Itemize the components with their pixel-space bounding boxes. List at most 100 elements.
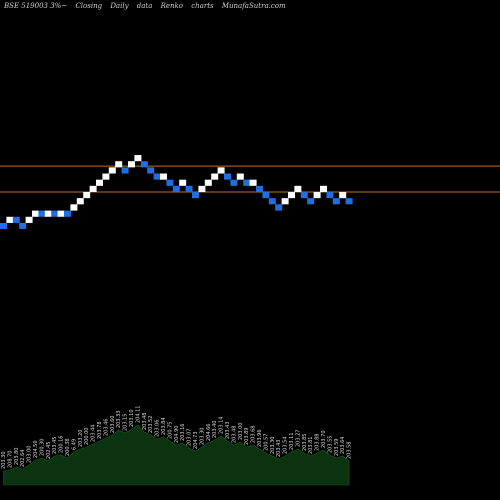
volume-area (3, 424, 350, 486)
renko-brick-51-up (320, 185, 327, 192)
chart-title-separator: ~ (61, 2, 68, 10)
renko-brick-29-up (179, 179, 187, 186)
renko-brick-11-down (64, 210, 71, 217)
volume-label-43: 203.30 (270, 437, 276, 455)
renko-brick-6-up (32, 210, 39, 217)
volume-label-18: 203.60 (110, 416, 116, 434)
volume-label-7: 200.30 (39, 439, 45, 457)
renko-brick-23-down (140, 161, 148, 168)
renko-brick-36-down (224, 173, 231, 180)
volume-area-path (3, 424, 350, 486)
renko-brick-41-down (256, 185, 263, 192)
renko-brick-20-down (121, 167, 129, 174)
volume-label-42: 200.57 (263, 434, 269, 452)
volume-label-16: 203.78 (97, 422, 103, 440)
renko-brick-43-down (268, 198, 276, 205)
renko-brick-1-down (0, 222, 7, 229)
renko-brick-18-up (108, 167, 116, 174)
renko-brick-14-up (83, 192, 91, 199)
volume-labels: 203.30 208.70 203.80 202.64 203.00 204.50 200.… (1, 406, 353, 470)
renko-brick-45-up (281, 198, 289, 205)
chart-title-part-renko: Renko (160, 2, 184, 10)
volume-label-55: 203.58 (347, 442, 353, 460)
renko-brick-28-down (172, 185, 180, 192)
chart-title-part-site: MunafaSutra.com (221, 2, 286, 10)
chart-title-part-daily: Daily (110, 2, 129, 10)
renko-brick-3-down (12, 216, 20, 223)
volume-label-54: 203.64 (340, 437, 346, 455)
volume-label-39: 203.89 (244, 428, 250, 446)
renko-brick-34-up (211, 173, 219, 180)
volume-label-4: 202.64 (20, 450, 26, 468)
renko-brick-26-up (160, 173, 167, 180)
chart-title: BSE 519003 3%~ Closing Daily data Renko … (4, 2, 292, 10)
volume-label-2: 208.70 (7, 451, 13, 469)
volume-label-10: 200.16 (59, 436, 65, 454)
renko-brick-2-up (6, 216, 14, 223)
volume-label-34: 203.40 (212, 421, 218, 439)
level-lines (0, 165, 500, 193)
renko-brick-22-up (134, 155, 142, 162)
volume-label-12: 6.49 (71, 439, 77, 450)
volume-label-40: 203.68 (251, 426, 257, 444)
volume-label-19: 203.33 (116, 411, 122, 429)
volume-label-48: 203.85 (302, 434, 308, 452)
renko-brick-15-up (89, 185, 97, 192)
volume-label-45: 203.54 (283, 437, 289, 455)
volume-label-8: 202.45 (46, 442, 52, 460)
volume-label-33: 204.66 (206, 424, 212, 442)
renko-brick-5-up (25, 216, 33, 223)
volume-label-9: 203.45 (52, 437, 58, 455)
renko-brick-47-up (294, 185, 302, 192)
volume-label-15: 203.44 (91, 425, 97, 443)
renko-brick-33-up (204, 179, 212, 186)
renko-brick-52-down (326, 192, 334, 199)
renko-brick-40-up (249, 179, 257, 186)
renko-brick-46-up (288, 192, 295, 199)
renko-brick-9-down (51, 210, 59, 217)
volume-label-29: 203.16 (180, 424, 186, 442)
renko-brick-21-up (128, 161, 135, 168)
chart-symbol: BSE 519003 3% (4, 2, 62, 10)
volume-label-13: 203.20 (78, 430, 84, 448)
renko-brick-42-down (262, 192, 270, 199)
renko-brick-53-down (332, 198, 340, 205)
volume-label-21: 203.10 (129, 410, 135, 428)
renko-brick-37-down (230, 179, 238, 186)
renko-brick-13-up (76, 198, 84, 205)
volume-label-31: 204.73 (193, 432, 199, 450)
volume-label-14: 200.00 (84, 428, 90, 446)
volume-label-44: 203.43 (276, 440, 282, 458)
volume-label-27: 200.75 (167, 422, 173, 440)
volume-label-24: 203.52 (148, 416, 154, 434)
renko-brick-4-down (19, 222, 27, 229)
renko-brick-12-up (70, 204, 78, 211)
renko-brick-8-up (44, 210, 52, 217)
renko-brick-50-up (313, 192, 321, 199)
volume-label-47: 203.27 (295, 430, 301, 448)
renko-brick-25-down (153, 173, 161, 180)
renko-brick-55-down (345, 198, 353, 205)
renko-brick-27-down (166, 179, 174, 186)
volume-label-37: 203.48 (231, 426, 237, 444)
renko-brick-19-up (115, 161, 123, 168)
volume-label-1: 203.30 (1, 452, 7, 470)
volume-label-41: 203.96 (257, 430, 263, 448)
volume-label-30: 203.07 (187, 429, 193, 447)
renko-bricks (0, 155, 353, 229)
volume-label-3: 203.80 (14, 448, 20, 466)
volume-label-32: 203.30 (199, 428, 205, 446)
renko-brick-30-down (185, 185, 193, 192)
volume-label-50: 203.88 (315, 434, 321, 452)
renko-brick-44-down (275, 204, 283, 211)
renko-brick-17-up (102, 173, 110, 180)
volume-label-6: 204.50 (33, 441, 39, 459)
volume-label-53: 203.59 (334, 439, 340, 457)
renko-brick-7-down (38, 210, 46, 217)
volume-label-25: 203.06 (155, 420, 161, 438)
renko-brick-10-up (57, 210, 65, 217)
volume-label-51: 203.70 (321, 431, 327, 449)
volume-label-23: 203.48 (142, 413, 148, 431)
chart-title-part-charts: charts (191, 2, 214, 10)
